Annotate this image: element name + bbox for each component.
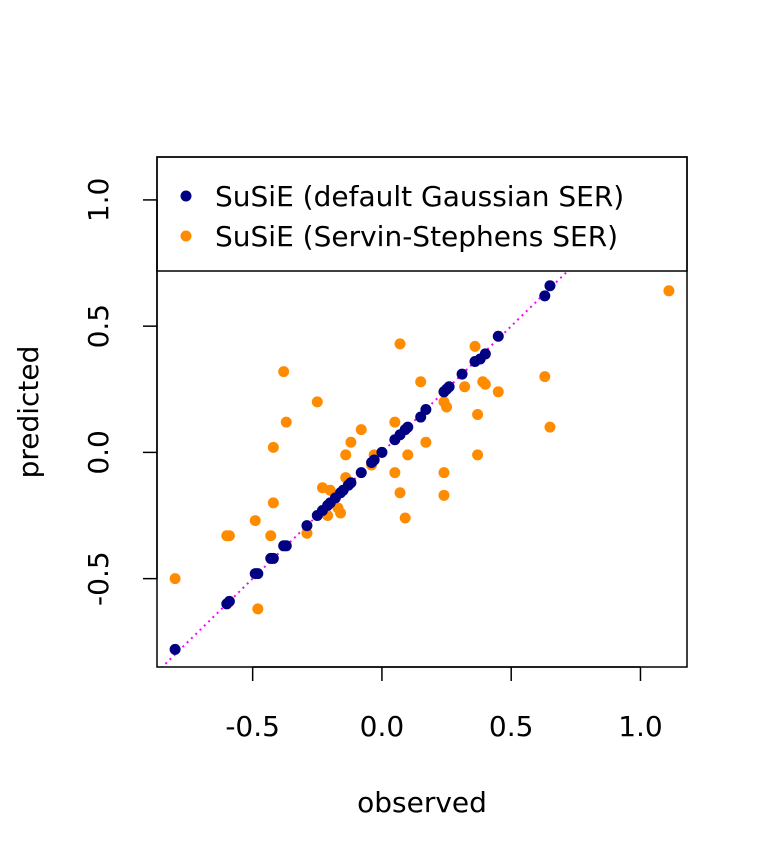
gaussian-point-31: [443, 381, 455, 393]
gaussian-point-4: [252, 568, 264, 580]
data-points: [169, 171, 675, 655]
servin-stephens-point-34: [438, 489, 450, 501]
gaussian-point-28: [420, 403, 432, 415]
gaussian-point-9: [301, 520, 313, 532]
x-tick-label-3: 1.0: [618, 710, 663, 743]
servin-stephens-point-11: [311, 396, 323, 408]
servin-stephens-point-24: [389, 416, 401, 428]
servin-stephens-point-44: [544, 421, 556, 433]
gaussian-point-32: [456, 368, 468, 380]
y-axis-title: predicted: [12, 346, 45, 479]
servin-stephens-point-16: [335, 507, 347, 519]
servin-stephens-point-9: [280, 416, 292, 428]
gaussian-point-6: [267, 552, 279, 564]
gaussian-point-0: [169, 643, 181, 655]
servin-stephens-point-17: [340, 449, 352, 461]
gaussian-point-26: [402, 421, 414, 433]
y-axis: -0.5 0.0 0.5 1.0: [82, 178, 158, 606]
servin-stephens-point-29: [402, 449, 414, 461]
gaussian-point-21: [368, 454, 380, 466]
servin-stephens-point-30: [415, 376, 427, 388]
gaussian-point-35: [479, 348, 491, 360]
x-axis: -0.5 0.0 0.5 1.0: [225, 666, 663, 743]
gaussian-point-8: [280, 540, 292, 552]
y-tick-label-1: 0.0: [82, 430, 115, 475]
y-tick-label-0: -0.5: [82, 551, 115, 606]
servin-stephens-point-20: [355, 424, 367, 436]
servin-stephens-point-7: [267, 441, 279, 453]
servin-stephens-point-0: [169, 573, 181, 585]
servin-stephens-point-5: [265, 530, 277, 542]
servin-stephens-point-27: [394, 487, 406, 499]
gaussian-point-38: [544, 280, 556, 292]
legend-label-gaussian: SuSiE (default Gaussian SER): [215, 180, 624, 213]
servin-stephens-point-38: [472, 449, 484, 461]
x-tick-label-1: 0.0: [360, 710, 405, 743]
y-tick-label-2: 0.5: [82, 304, 115, 349]
servin-stephens-point-43: [539, 371, 551, 383]
x-tick-label-0: -0.5: [225, 710, 280, 743]
legend-marker-gaussian: [180, 190, 192, 202]
servin-stephens-point-2: [221, 530, 233, 542]
gaussian-point-2: [221, 598, 233, 610]
servin-stephens-point-45: [663, 285, 675, 297]
gaussian-point-36: [492, 330, 504, 342]
servin-stephens-point-42: [492, 386, 504, 398]
legend-label-servin-stephens: SuSiE (Servin-Stephens SER): [215, 220, 618, 253]
x-axis-title: observed: [357, 786, 487, 819]
servin-stephens-point-31: [420, 436, 432, 448]
servin-stephens-point-26: [394, 338, 406, 350]
servin-stephens-point-4: [252, 603, 264, 615]
gaussian-point-22: [376, 446, 388, 458]
servin-stephens-point-39: [472, 409, 484, 421]
servin-stephens-point-25: [389, 467, 401, 479]
servin-stephens-point-37: [469, 340, 481, 352]
servin-stephens-point-3: [249, 515, 261, 527]
x-tick-label-2: 0.5: [489, 710, 534, 743]
legend: SuSiE (default Gaussian SER) SuSiE (Serv…: [156, 156, 688, 272]
servin-stephens-point-28: [399, 512, 411, 524]
servin-stephens-point-33: [438, 467, 450, 479]
servin-stephens-point-36: [459, 381, 471, 393]
servin-stephens-point-19: [345, 436, 357, 448]
gaussian-point-19: [355, 467, 367, 479]
legend-marker-servin-stephens: [180, 230, 192, 242]
servin-stephens-point-8: [278, 366, 290, 378]
gaussian-point-18: [345, 477, 357, 489]
servin-stephens-point-35: [441, 401, 453, 413]
servin-stephens-point-41: [479, 378, 491, 390]
servin-stephens-point-10: [301, 527, 313, 539]
gaussian-point-37: [539, 290, 551, 302]
y-tick-label-3: 1.0: [82, 178, 115, 223]
servin-stephens-point-6: [267, 497, 279, 509]
